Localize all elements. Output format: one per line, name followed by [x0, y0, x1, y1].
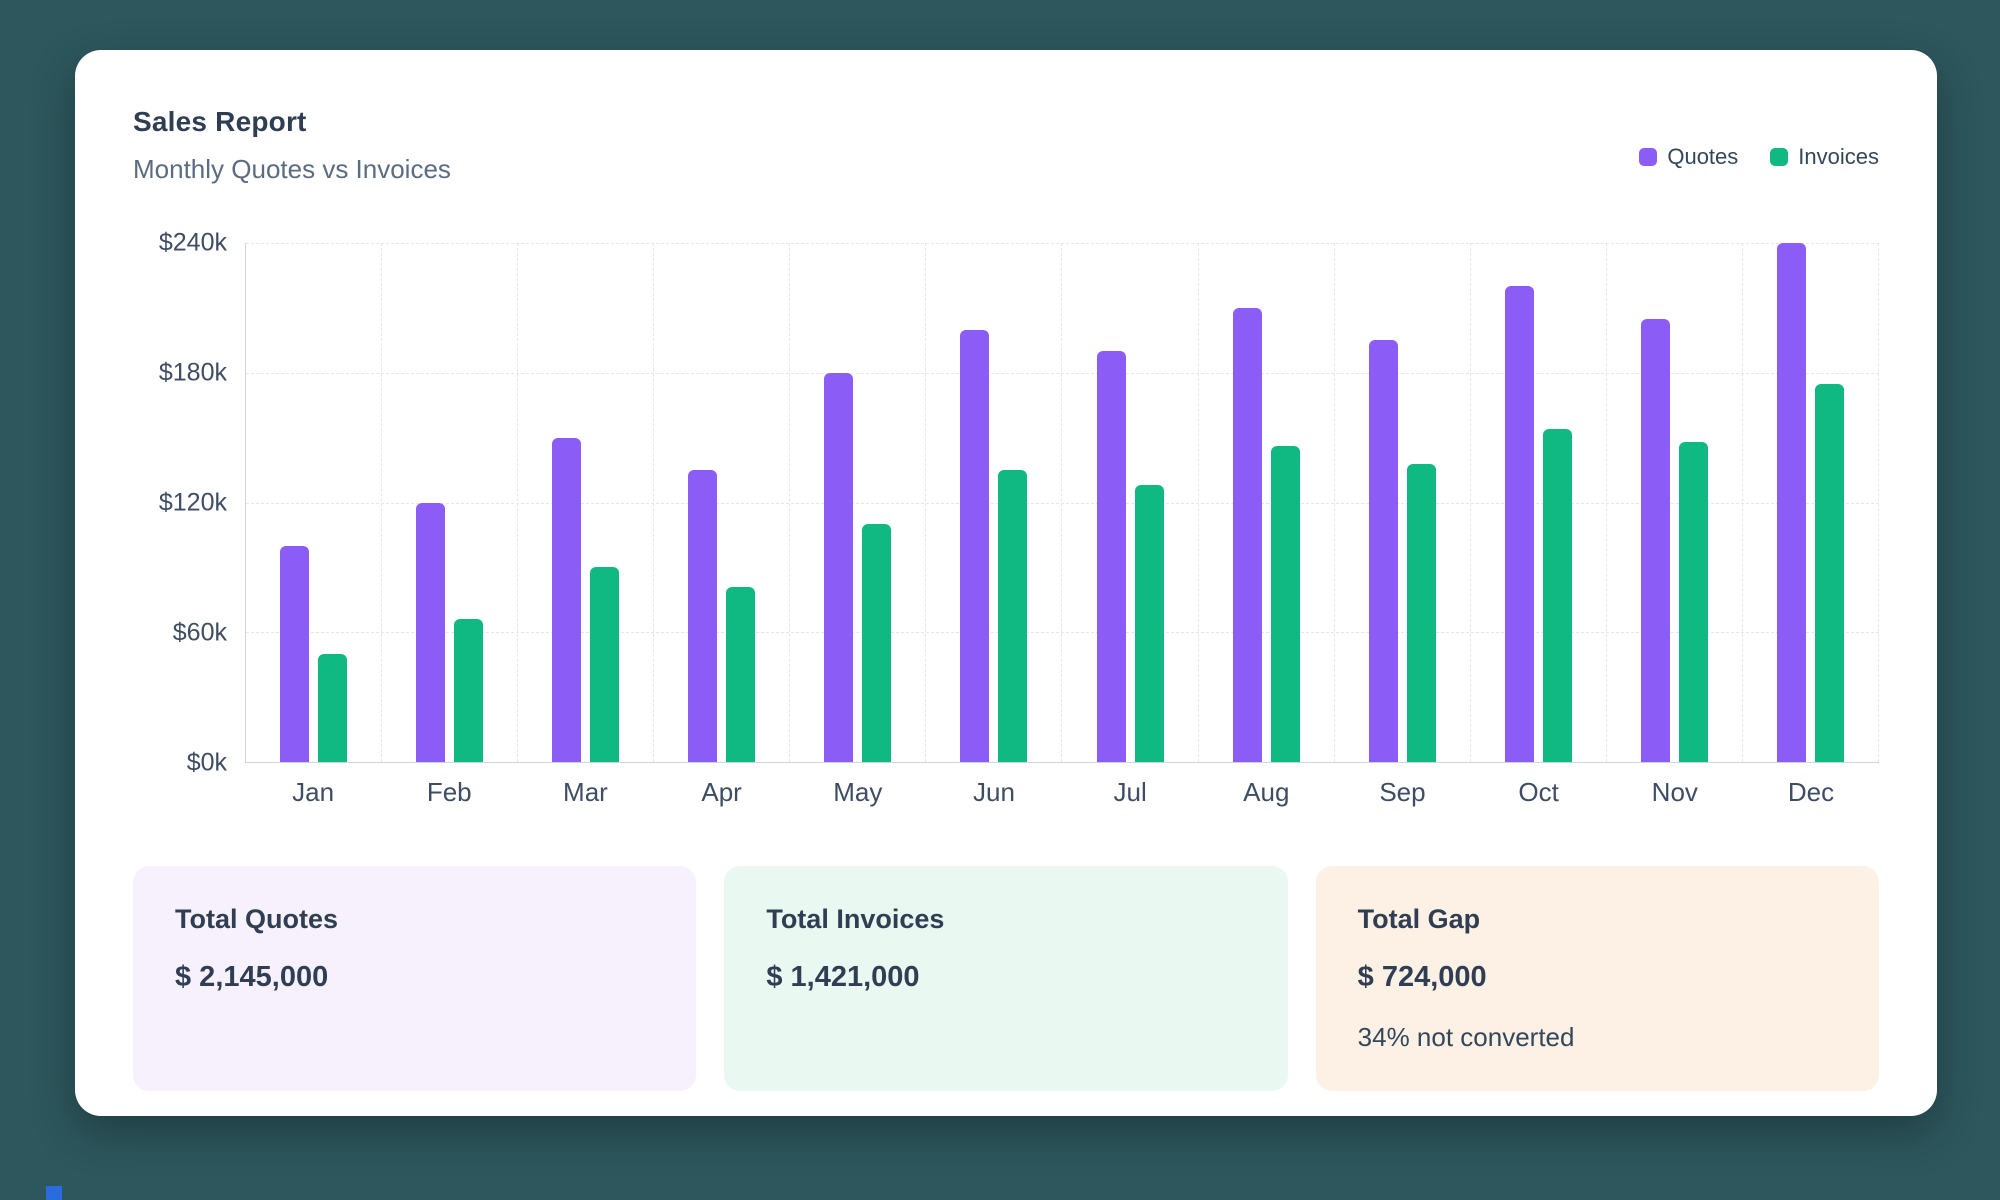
bar-invoices-apr[interactable]	[726, 586, 756, 762]
legend-label-quotes: Quotes	[1667, 144, 1739, 169]
summary-title: Total Quotes	[175, 904, 339, 934]
x-tick-label: Dec	[1787, 777, 1835, 807]
bar-invoices-oct[interactable]	[1542, 428, 1572, 762]
bar-quotes-oct[interactable]	[1504, 286, 1534, 762]
bar-quotes-sep[interactable]	[1368, 340, 1398, 762]
x-tick-label: Apr	[701, 777, 742, 807]
report-titles: Sales Report Monthly Quotes vs Invoices	[133, 106, 451, 185]
legend-item-quotes[interactable]: Quotes	[1639, 144, 1738, 170]
bar-invoices-sep[interactable]	[1406, 463, 1436, 762]
bar-quotes-feb[interactable]	[416, 502, 446, 762]
bar-quotes-jan[interactable]	[280, 545, 310, 762]
bar-invoices-may[interactable]	[862, 524, 892, 762]
gridline	[246, 632, 1879, 634]
month-slot-feb	[382, 243, 519, 762]
summary-value: $ 724,000	[1357, 961, 1487, 993]
bar-chart: $0k $60k $120k $180k $240k Jan Feb Mar Apr May Ju…	[133, 229, 1879, 808]
cursor-artifact	[46, 1186, 62, 1200]
month-slot-apr	[654, 243, 791, 762]
plot-area	[245, 243, 1879, 763]
bar-invoices-aug[interactable]	[1270, 446, 1300, 762]
bar-invoices-feb[interactable]	[454, 619, 484, 762]
summary-card-total-gap: Total Gap $ 724,000 34% not converted	[1315, 866, 1879, 1091]
bar-quotes-dec[interactable]	[1776, 243, 1806, 762]
x-tick-label: Jul	[1113, 777, 1147, 807]
page-title: Sales Report	[133, 106, 307, 137]
month-slot-may	[790, 243, 927, 762]
y-axis: $0k $60k $120k $180k $240k	[133, 229, 245, 777]
invoices-swatch-icon	[1770, 148, 1789, 166]
y-tick-label: $60k	[172, 618, 227, 647]
y-tick-label: $0k	[186, 748, 227, 777]
summary-card-total-quotes: Total Quotes $ 2,145,000	[133, 866, 697, 1091]
x-axis-row: Jan Feb Mar Apr May Jun Jul Aug Sep Oct Nov Dec	[133, 777, 1879, 808]
month-slot-mar	[518, 243, 655, 762]
x-tick-label: Mar	[563, 777, 608, 807]
legend-label-invoices: Invoices	[1798, 144, 1879, 169]
x-tick-label: Jan	[292, 777, 335, 807]
gridline	[246, 502, 1879, 504]
bar-slots	[246, 243, 1879, 762]
bar-invoices-mar[interactable]	[590, 567, 620, 762]
sales-report-card: Sales Report Monthly Quotes vs Invoices …	[75, 50, 1937, 1116]
x-tick-label: Feb	[426, 777, 472, 807]
summary-row: Total Quotes $ 2,145,000 Total Invoices …	[133, 866, 1879, 1091]
x-tick-label: Oct	[1518, 777, 1559, 807]
month-slot-jul	[1062, 243, 1199, 762]
month-slot-jun	[926, 243, 1063, 762]
bar-quotes-jul[interactable]	[1096, 351, 1126, 762]
bar-quotes-mar[interactable]	[552, 437, 582, 762]
legend-item-invoices[interactable]: Invoices	[1770, 144, 1879, 170]
month-slot-oct	[1471, 243, 1607, 762]
bar-invoices-jul[interactable]	[1134, 485, 1164, 762]
y-axis-spacer	[133, 777, 245, 808]
summary-value: $ 1,421,000	[766, 961, 920, 993]
x-tick-label: Aug	[1243, 777, 1290, 807]
x-tick-label: Sep	[1379, 777, 1426, 807]
gridline	[246, 243, 1879, 244]
chart-body: $0k $60k $120k $180k $240k	[133, 229, 1879, 777]
summary-title: Total Invoices	[766, 904, 945, 934]
bar-invoices-jan[interactable]	[318, 653, 348, 762]
month-slot-nov	[1607, 243, 1743, 762]
x-tick-label: Nov	[1651, 777, 1698, 807]
month-slot-dec	[1743, 243, 1879, 762]
quotes-swatch-icon	[1639, 148, 1658, 166]
page-subtitle: Monthly Quotes vs Invoices	[133, 154, 451, 184]
month-slot-jan	[246, 243, 383, 762]
x-axis: Jan Feb Mar Apr May Jun Jul Aug Sep Oct Nov Dec	[245, 777, 1879, 808]
bar-quotes-may[interactable]	[824, 372, 854, 762]
chart-legend: Quotes Invoices	[1639, 144, 1879, 170]
bar-invoices-nov[interactable]	[1678, 441, 1708, 762]
bar-invoices-jun[interactable]	[998, 470, 1028, 762]
report-header: Sales Report Monthly Quotes vs Invoices …	[133, 106, 1879, 185]
summary-card-total-invoices: Total Invoices $ 1,421,000	[724, 866, 1288, 1091]
y-tick-label: $120k	[158, 488, 227, 517]
summary-note: 34% not converted	[1357, 1022, 1575, 1052]
month-slot-sep	[1335, 243, 1471, 762]
y-tick-label: $180k	[158, 358, 227, 387]
month-slot-aug	[1199, 243, 1335, 762]
bar-quotes-nov[interactable]	[1640, 318, 1670, 762]
bar-quotes-jun[interactable]	[960, 329, 990, 762]
bar-quotes-aug[interactable]	[1232, 307, 1262, 762]
x-tick-label: Jun	[972, 777, 1015, 807]
bar-quotes-apr[interactable]	[688, 470, 718, 762]
summary-title: Total Gap	[1357, 904, 1481, 934]
summary-value: $ 2,145,000	[175, 961, 329, 993]
y-tick-label: $240k	[158, 228, 227, 257]
bar-invoices-dec[interactable]	[1814, 383, 1844, 762]
x-tick-label: May	[833, 777, 883, 807]
gridline	[246, 372, 1879, 374]
